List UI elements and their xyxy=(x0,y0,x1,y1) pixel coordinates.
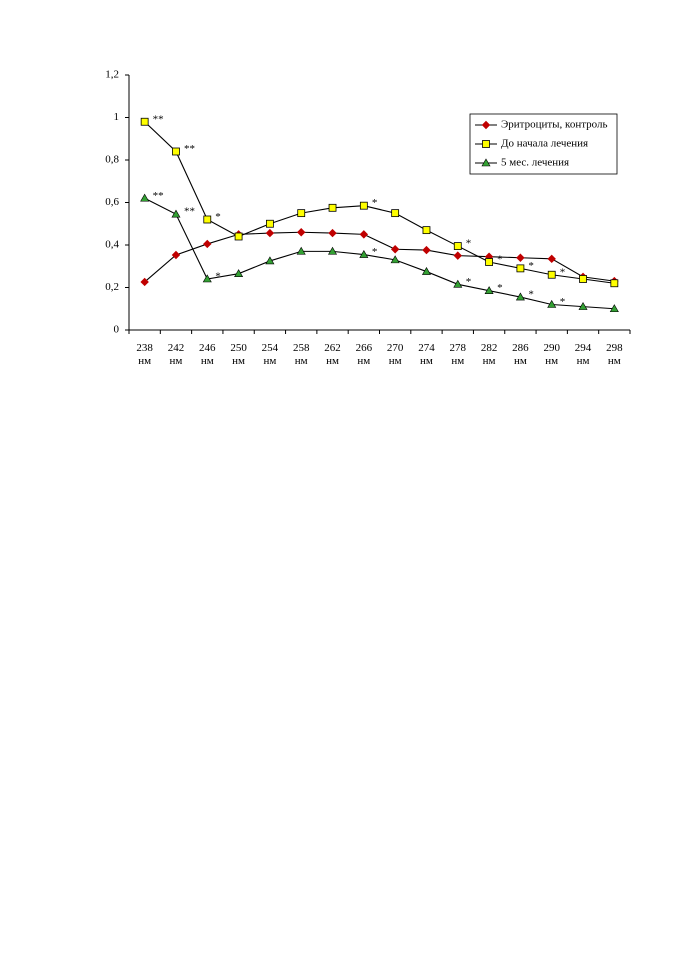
significance-mark: * xyxy=(466,276,472,288)
legend-marker xyxy=(481,120,491,130)
series-line xyxy=(144,197,615,310)
significance-mark: * xyxy=(560,266,566,278)
legend-marker xyxy=(481,158,491,167)
data-point xyxy=(266,219,274,228)
legend-label: 5 мес. лечения xyxy=(501,157,569,169)
data-point xyxy=(140,117,149,126)
y-tick-label: 1,2 xyxy=(105,69,119,81)
series-line xyxy=(144,231,615,283)
x-tick-label: 290 нм xyxy=(543,342,560,367)
significance-mark: * xyxy=(372,197,378,209)
x-tick-label: 254 нм xyxy=(261,342,279,367)
y-tick-label: 0,4 xyxy=(105,239,119,251)
x-tick-label: 262 нм xyxy=(324,342,341,367)
y-tick-label: 0 xyxy=(114,324,120,336)
significance-mark: * xyxy=(215,211,221,223)
data-point xyxy=(234,232,243,241)
significance-mark: * xyxy=(372,246,378,258)
data-point xyxy=(328,203,337,212)
data-point xyxy=(547,270,556,279)
data-point xyxy=(390,255,400,264)
x-tick-label: 250 нм xyxy=(230,342,247,367)
data-point xyxy=(453,279,463,288)
data-point xyxy=(328,228,337,238)
data-point xyxy=(234,269,244,277)
data-point xyxy=(579,275,587,283)
data-point xyxy=(203,239,212,249)
data-point xyxy=(515,292,525,301)
x-tick-label: 274 нм xyxy=(418,342,435,367)
data-point xyxy=(140,193,150,202)
significance-mark: * xyxy=(528,260,534,272)
data-point xyxy=(359,201,368,210)
data-point xyxy=(421,266,431,275)
data-point xyxy=(391,209,400,218)
significance-mark: * xyxy=(560,296,566,308)
data-point xyxy=(140,277,149,287)
x-tick-label: 278 нм xyxy=(449,342,467,367)
significance-mark: * xyxy=(528,289,534,301)
data-point xyxy=(578,302,588,310)
data-point xyxy=(422,245,431,255)
x-tick-label: 294 нм xyxy=(574,342,592,367)
data-point xyxy=(265,228,275,238)
x-tick-label: 258 нм xyxy=(292,342,310,367)
y-tick-label: 0,8 xyxy=(105,154,119,166)
legend-label: До начала лечения xyxy=(501,138,588,150)
x-tick-label: 286 нм xyxy=(512,342,529,367)
series-line xyxy=(144,121,615,284)
data-point xyxy=(202,274,212,283)
data-point xyxy=(485,258,493,266)
legend-label: Эритроциты, контроль xyxy=(501,119,608,131)
y-tick-label: 1 xyxy=(114,111,120,123)
data-point xyxy=(296,246,306,255)
data-point xyxy=(359,249,369,258)
y-tick-label: 0,2 xyxy=(105,281,119,293)
x-tick-label: 282 нм xyxy=(480,342,498,367)
y-tick-label: 0,6 xyxy=(105,196,119,208)
x-tick-label: 246 нм xyxy=(199,342,216,367)
x-tick-label: 238 нм xyxy=(136,342,153,367)
data-point xyxy=(297,209,306,218)
data-point xyxy=(328,246,338,255)
significance-mark: ** xyxy=(153,190,164,202)
significance-mark: * xyxy=(466,238,472,250)
data-point xyxy=(453,242,462,250)
data-point xyxy=(453,251,462,260)
data-point xyxy=(516,253,525,262)
data-point xyxy=(297,228,306,237)
x-tick-label: 242 нм xyxy=(167,342,185,367)
data-point xyxy=(359,230,369,239)
legend-marker xyxy=(482,140,490,148)
significance-mark: ** xyxy=(184,143,195,155)
data-point xyxy=(610,279,619,288)
significance-mark: * xyxy=(497,282,503,294)
significance-mark: ** xyxy=(153,113,164,125)
x-tick-label: 270 нм xyxy=(386,342,404,367)
significance-mark: * xyxy=(215,271,221,283)
data-point xyxy=(609,304,619,313)
x-tick-label: 266 нм xyxy=(355,342,373,367)
data-point xyxy=(203,215,212,224)
significance-mark: * xyxy=(497,254,503,266)
data-point xyxy=(171,209,181,218)
data-point xyxy=(516,264,525,273)
data-point xyxy=(172,147,180,156)
data-point xyxy=(484,286,494,294)
data-point xyxy=(265,256,275,265)
data-point xyxy=(390,245,400,254)
data-point xyxy=(547,299,557,308)
significance-mark: ** xyxy=(184,206,195,218)
x-tick-label: 298 нм xyxy=(606,342,623,367)
data-point xyxy=(422,226,431,235)
data-point xyxy=(171,250,181,260)
data-point xyxy=(547,254,556,264)
